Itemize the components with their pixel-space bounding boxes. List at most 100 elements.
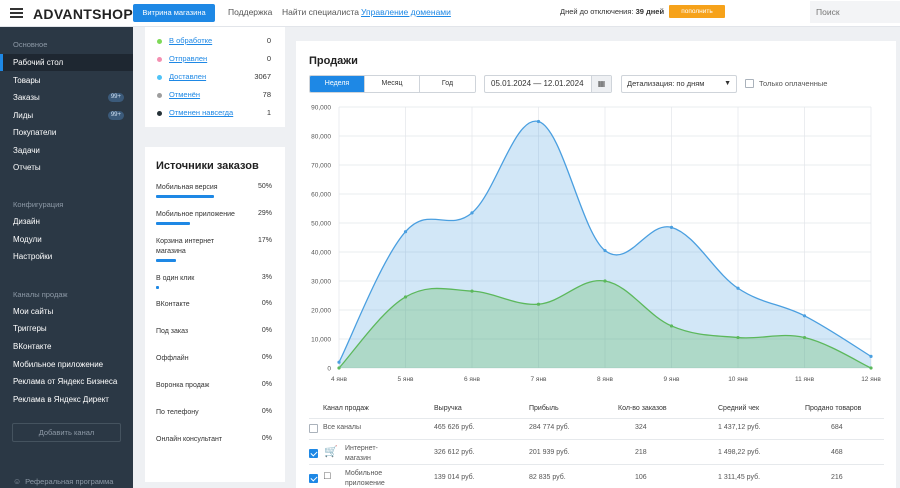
series-1-point[interactable] xyxy=(536,119,541,124)
source-percent: 50% xyxy=(257,183,272,190)
domains-link[interactable]: Управление доменами xyxy=(361,7,451,17)
series-2-point[interactable] xyxy=(403,295,408,299)
series-2-point[interactable] xyxy=(337,366,341,370)
period-week-button[interactable]: Неделя xyxy=(310,76,365,92)
status-link[interactable]: Отправлен xyxy=(169,54,208,63)
status-dot xyxy=(157,93,162,98)
support-link[interactable]: Поддержка xyxy=(228,7,273,17)
channel-checkbox[interactable] xyxy=(309,449,318,458)
calendar-icon[interactable]: ▦ xyxy=(591,76,611,92)
gift-icon: ☺ xyxy=(13,477,22,486)
series-2-point[interactable] xyxy=(736,335,740,340)
series-1-point[interactable] xyxy=(470,211,474,215)
series-2-point[interactable] xyxy=(536,302,541,306)
sidebar-item-triggers[interactable]: Триггеры xyxy=(13,324,47,333)
status-link[interactable]: Отменён xyxy=(169,90,201,99)
sidebar-item-customers[interactable]: Покупатели xyxy=(13,128,57,137)
y-tick-label: 90,000 xyxy=(311,105,331,112)
x-tick-label: 4 янв xyxy=(331,376,348,383)
search-input[interactable] xyxy=(810,1,900,23)
status-row: Отменён 78 xyxy=(157,90,282,102)
channel-checkbox[interactable] xyxy=(309,424,318,433)
series-1-point[interactable] xyxy=(403,230,408,234)
sidebar-item-modules[interactable]: Модули xyxy=(13,235,42,244)
series-2-point[interactable] xyxy=(669,324,674,328)
sidebar-item-yandex-business[interactable]: Реклама от Яндекс Бизнеса xyxy=(13,377,118,386)
status-count: 3067 xyxy=(254,72,271,81)
source-label: Оффлайн xyxy=(156,355,189,362)
top-up-button[interactable]: пополнить xyxy=(669,5,725,18)
sources-title: Источники заказов xyxy=(156,160,259,172)
y-tick-label: 60,000 xyxy=(311,192,331,199)
sidebar-item-yandex-direct[interactable]: Реклама в Яндекс Директ xyxy=(13,395,109,404)
period-month-button[interactable]: Месяц xyxy=(365,76,420,92)
series-2-point[interactable] xyxy=(603,279,607,283)
series-1-point[interactable] xyxy=(869,354,873,358)
channel-checkbox[interactable] xyxy=(309,474,318,483)
sidebar-item-design[interactable]: Дизайн xyxy=(13,217,40,226)
source-percent: 0% xyxy=(261,300,272,307)
status-link[interactable]: Отменен навсегда xyxy=(169,108,234,117)
source-row: В один клик 3% xyxy=(156,274,272,289)
x-tick-label: 10 янв xyxy=(728,376,748,383)
phone-icon: □ xyxy=(324,470,331,482)
add-channel-button[interactable]: Добавить канал xyxy=(12,423,121,442)
menu-icon[interactable] xyxy=(10,8,23,18)
source-label: Под заказ xyxy=(156,328,189,335)
cart-icon: 🛒 xyxy=(324,446,338,458)
source-row: Воронка продаж 0% xyxy=(156,381,272,391)
status-dot xyxy=(157,57,162,62)
series-1-point[interactable] xyxy=(802,314,807,318)
series-1-point[interactable] xyxy=(736,286,740,290)
source-percent: 0% xyxy=(261,327,272,334)
sidebar-item-my-sites[interactable]: Мои сайты xyxy=(13,307,54,316)
period-year-button[interactable]: Год xyxy=(420,76,475,92)
series-1-point[interactable] xyxy=(337,360,341,364)
source-percent: 29% xyxy=(257,210,272,217)
sidebar-item-products[interactable]: Товары xyxy=(13,76,41,85)
paid-only-checkbox[interactable] xyxy=(745,79,754,88)
referral-link[interactable]: ☺ Реферальная программа xyxy=(13,477,113,486)
source-label: По телефону xyxy=(156,409,199,416)
detail-select[interactable]: Детализация: по дням ▼ xyxy=(621,75,737,93)
logo: ADVANTSHOP xyxy=(33,6,133,22)
date-range-input[interactable]: 05.01.2024 — 12.01.2024 ▦ xyxy=(484,75,612,93)
sales-card: Продажи Неделя Месяц Год 05.01.2024 — 12… xyxy=(296,41,896,488)
series-1-area xyxy=(339,121,871,369)
status-row: В обработке 0 xyxy=(157,36,282,48)
table-cell: 324 xyxy=(635,424,647,431)
y-tick-label: 30,000 xyxy=(311,279,331,286)
series-2-point[interactable] xyxy=(802,335,807,340)
find-specialist-link[interactable]: Найти специалиста xyxy=(282,7,360,17)
source-bar xyxy=(156,222,190,225)
source-row: Корзина интернет магазина 17% xyxy=(156,237,272,262)
status-link[interactable]: Доставлен xyxy=(169,72,207,81)
x-tick-label: 7 янв xyxy=(531,376,548,383)
sales-title: Продажи xyxy=(309,55,358,67)
sidebar-item-orders[interactable]: Заказы 99+ xyxy=(0,89,133,106)
source-label: В один клик xyxy=(156,275,195,282)
status-link[interactable]: В обработке xyxy=(169,36,213,45)
x-tick-label: 8 янв xyxy=(597,376,614,383)
sidebar-item-tasks[interactable]: Задачи xyxy=(13,146,40,155)
series-2-point[interactable] xyxy=(869,366,873,370)
referral-label: Реферальная программа xyxy=(25,477,114,486)
table-cell: 216 xyxy=(831,474,843,481)
sidebar-item-settings[interactable]: Настройки xyxy=(13,252,53,261)
sidebar-item-dashboard[interactable]: Рабочий стол xyxy=(0,54,133,71)
table-cell: 106 xyxy=(635,474,647,481)
x-tick-label: 9 янв xyxy=(664,376,681,383)
col-profit: Прибыль xyxy=(529,405,559,412)
status-row: Отправлен 0 xyxy=(157,54,282,66)
series-1-point[interactable] xyxy=(669,225,674,229)
table-cell: 465 626 руб. xyxy=(434,424,475,431)
sidebar-item-vk[interactable]: ВКонтакте xyxy=(13,342,52,351)
series-1-point[interactable] xyxy=(603,248,607,253)
status-count: 78 xyxy=(262,90,271,99)
sidebar-item-reports[interactable]: Отчеты xyxy=(13,163,41,172)
sidebar-item-leads[interactable]: Лиды 99+ xyxy=(0,107,133,124)
storefront-button[interactable]: Витрина магазина xyxy=(133,4,215,22)
series-2-point[interactable] xyxy=(470,289,474,293)
sidebar-item-mobile-app[interactable]: Мобильное приложение xyxy=(13,360,104,369)
channel-name: Интернет- магазин xyxy=(345,445,378,462)
